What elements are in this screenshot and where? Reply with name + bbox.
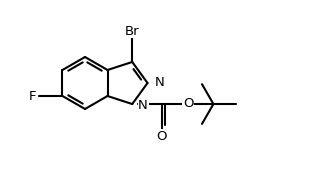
- Text: F: F: [29, 90, 36, 103]
- Text: N: N: [138, 99, 148, 112]
- Text: O: O: [183, 96, 194, 109]
- Text: O: O: [156, 130, 167, 143]
- Text: N: N: [155, 75, 164, 88]
- Text: Br: Br: [125, 25, 139, 38]
